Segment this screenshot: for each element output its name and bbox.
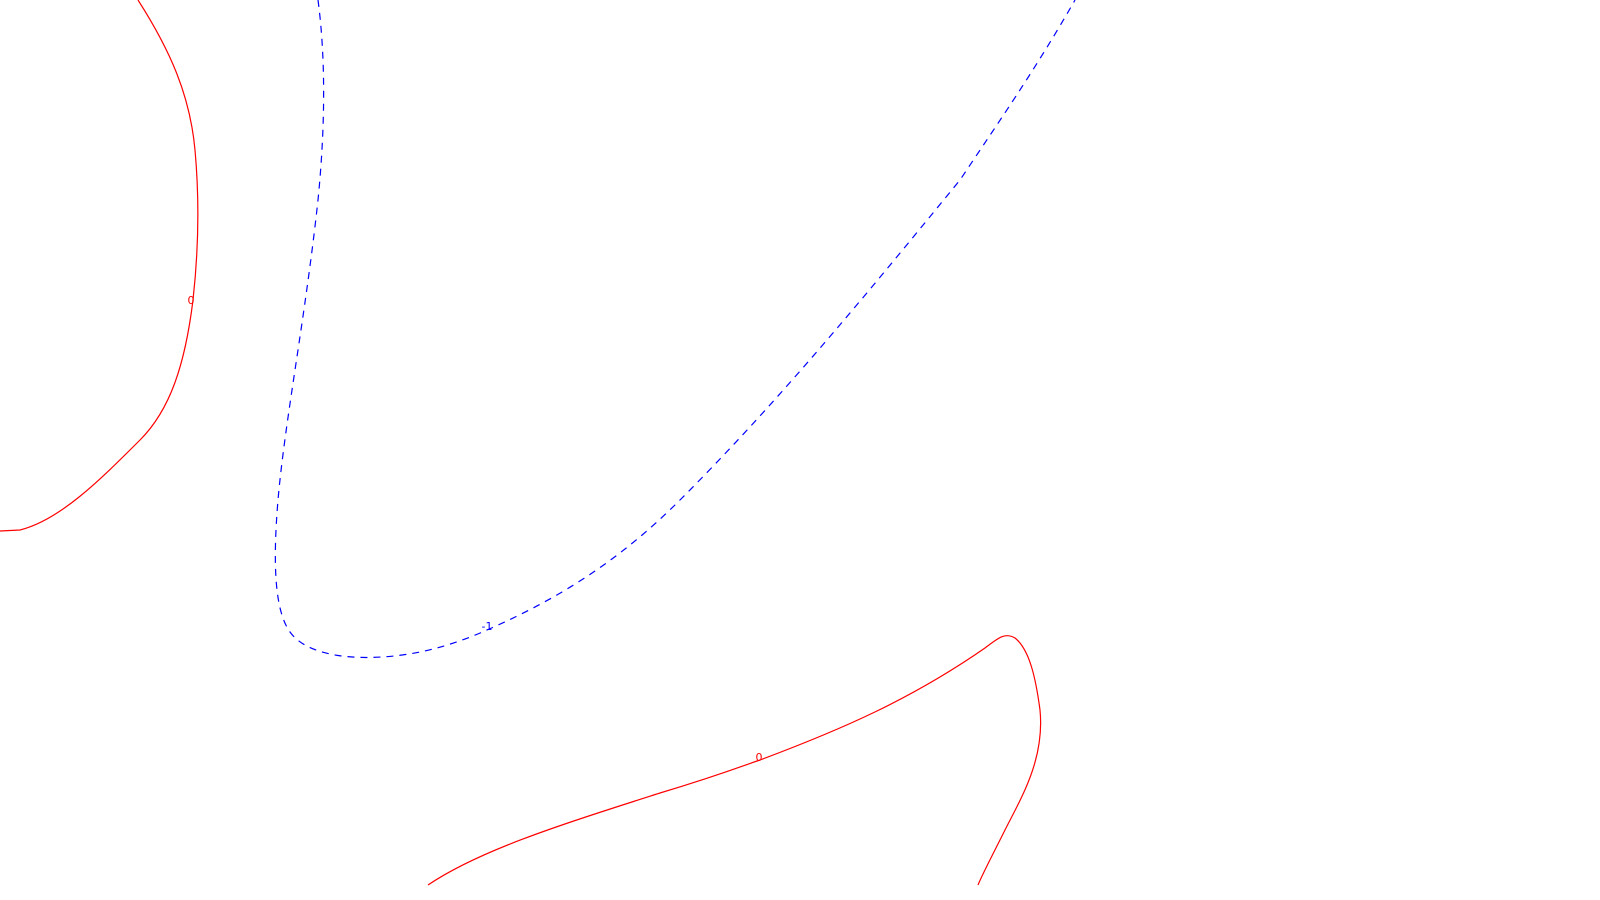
contour-line-lower-right — [427, 635, 1042, 886]
contour-line-central — [274, 0, 1076, 659]
contour-label-upper-left: 0 — [188, 294, 195, 307]
contour-label-lower-right: 0 — [756, 751, 763, 764]
contour-line-upper-left — [0, 0, 199, 532]
contour-label-central: -1 — [482, 620, 493, 633]
